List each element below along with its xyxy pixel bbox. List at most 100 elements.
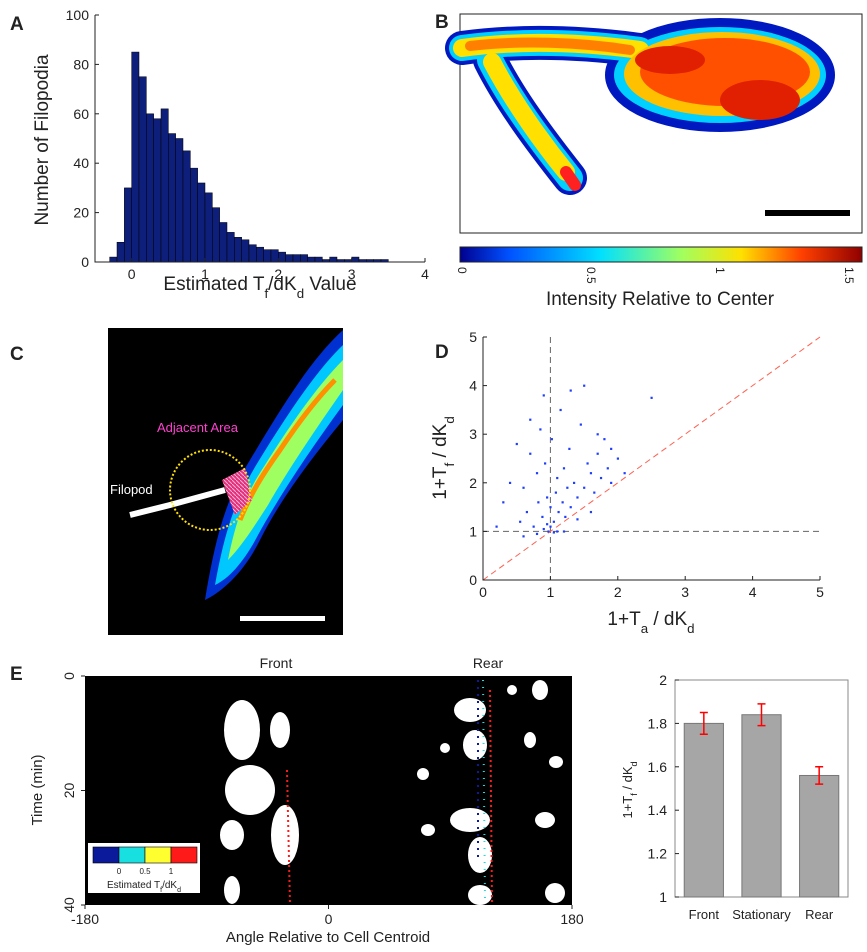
- point: [508, 481, 512, 484]
- point: [550, 438, 553, 441]
- panel-label: E: [10, 664, 23, 685]
- x-tick-label: 5: [816, 584, 824, 600]
- point: [502, 501, 505, 504]
- legend-swatch: [118, 846, 146, 864]
- legend-label-part: f: [160, 887, 162, 894]
- legend-label-part: d: [177, 887, 181, 894]
- y-tick-label: 0: [81, 254, 89, 270]
- colorbar-tick-label: 0: [455, 267, 469, 274]
- error-bar: [757, 703, 766, 727]
- bar: [314, 256, 323, 263]
- point: [539, 428, 542, 431]
- panel-label: C: [10, 344, 24, 365]
- bar: [175, 138, 184, 263]
- bar: [182, 150, 191, 263]
- bar: [248, 244, 257, 263]
- point: [544, 462, 547, 465]
- point: [525, 510, 529, 514]
- x-axis-label: Estimated Tf/dKd Value: [163, 274, 356, 301]
- bar: [278, 251, 286, 263]
- y-tick-label: 1: [469, 523, 477, 539]
- point: [583, 486, 586, 489]
- y-axis-label-part: f: [442, 462, 457, 466]
- x-axis-label-part: a: [641, 621, 649, 636]
- bar: [116, 241, 125, 263]
- point: [532, 525, 535, 528]
- point: [556, 476, 559, 480]
- point: [541, 515, 544, 519]
- bar: [138, 76, 147, 263]
- bar: [204, 192, 213, 263]
- bar: [292, 254, 301, 263]
- legend-tick-label: 0: [117, 867, 122, 876]
- bar: [741, 714, 782, 898]
- y-tick-label: 0: [469, 572, 477, 588]
- identity-line: [482, 336, 821, 581]
- point: [596, 433, 599, 436]
- x-axis-label-part: 1+T: [607, 609, 641, 630]
- legend-label-part: Estimated T: [107, 880, 160, 891]
- bar: [241, 239, 250, 263]
- panel-label: A: [10, 14, 24, 35]
- y-tick-label: 1.8: [648, 715, 668, 731]
- y-tick-label: 60: [73, 106, 89, 122]
- point: [568, 447, 571, 450]
- point: [610, 447, 613, 450]
- panel-c-image: [108, 328, 343, 635]
- point: [549, 506, 552, 509]
- x-tick-label: 4: [749, 584, 757, 600]
- bar: [307, 256, 316, 263]
- point: [495, 525, 498, 528]
- bar: [197, 182, 206, 263]
- panel-label: D: [435, 342, 449, 363]
- bar: [256, 246, 264, 263]
- x-axis-label-part: Value: [304, 274, 356, 295]
- x-axis-label-part: / dK: [648, 609, 687, 630]
- legend-label: Estimated Tf/dKd: [107, 880, 181, 894]
- bar: [131, 51, 140, 263]
- y-tick-label: 100: [66, 7, 90, 23]
- panel-b-image: [445, 13, 863, 263]
- y-tick-label: 40: [73, 155, 89, 171]
- point: [542, 394, 545, 397]
- x-tick-label: -180: [71, 911, 99, 927]
- point: [535, 532, 539, 536]
- y-tick-label: 20: [61, 783, 77, 799]
- x-tick-label: Stationary: [732, 907, 791, 922]
- x-tick-label: Rear: [805, 907, 834, 922]
- bar: [160, 108, 169, 263]
- bar: [219, 222, 228, 263]
- panel-label: B: [435, 12, 449, 33]
- bar: [109, 256, 118, 263]
- x-axis-label-part: Estimated T: [163, 274, 264, 295]
- x-tick-label: 1: [201, 266, 209, 282]
- point: [529, 418, 532, 421]
- bar: [300, 254, 308, 263]
- point: [650, 396, 653, 399]
- y-axis-label-part: 1+T: [620, 796, 635, 819]
- x-axis-label: Angle Relative to Cell Centroid: [226, 929, 430, 946]
- y-axis-label: 1+Tf / dKd: [620, 761, 639, 818]
- x-axis-label-part: d: [687, 621, 694, 636]
- legend-swatch: [170, 846, 198, 864]
- x-axis-label-part: d: [297, 286, 304, 301]
- bar: [263, 249, 272, 263]
- bar: [285, 254, 294, 263]
- y-tick-label: 4: [469, 378, 477, 394]
- annotation: Filopod: [110, 482, 153, 497]
- y-tick-label: 1: [659, 889, 667, 905]
- point: [535, 472, 539, 475]
- x-tick-label: Front: [689, 907, 720, 922]
- x-tick-label: 180: [560, 911, 584, 927]
- legend-tick-label: 1: [169, 867, 174, 876]
- point: [552, 520, 555, 523]
- point: [579, 423, 582, 426]
- legend-swatch: [144, 846, 172, 864]
- point: [572, 481, 576, 484]
- bar: [168, 133, 176, 263]
- y-tick-label: 2: [659, 672, 667, 688]
- colorbar-label: Intensity Relative to Center: [546, 289, 775, 310]
- y-tick-label: 5: [469, 329, 477, 345]
- bar: [226, 232, 235, 263]
- point: [569, 389, 572, 392]
